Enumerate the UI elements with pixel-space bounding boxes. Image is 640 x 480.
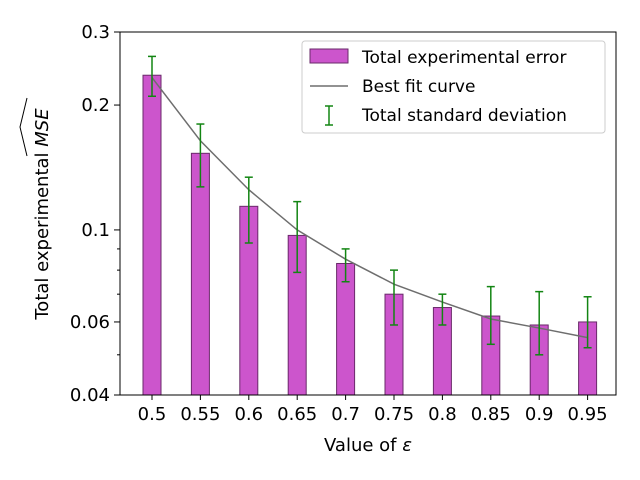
y-tick-label: 0.3 bbox=[81, 22, 110, 43]
hat-accent bbox=[19, 97, 28, 157]
y-tick-label: 0.2 bbox=[81, 95, 110, 116]
x-tick-label: 0.55 bbox=[180, 404, 220, 425]
y-tick-label: 0.04 bbox=[70, 385, 110, 406]
y-axis-label: Total experimental MSE bbox=[19, 97, 53, 321]
x-tick-label: 0.75 bbox=[374, 404, 414, 425]
bar bbox=[336, 262, 356, 396]
legend-label-errorbar: Total standard deviation bbox=[361, 106, 567, 126]
legend-swatch-bar bbox=[309, 48, 349, 64]
plot-frame bbox=[119, 31, 617, 396]
x-tick-label: 0.6 bbox=[234, 404, 263, 425]
y-tick-label: 0.1 bbox=[81, 220, 110, 241]
x-tick-label: 0.95 bbox=[568, 404, 608, 425]
bars-group bbox=[142, 74, 598, 396]
best-fit-line bbox=[151, 77, 588, 339]
x-axis: 0.5 0.55 0.6 0.65 0.7 0.75 0.8 0.85 0.9 0.95 bbox=[138, 395, 608, 425]
x-tick-label: 0.85 bbox=[471, 404, 511, 425]
legend-label-bar: Total experimental error bbox=[361, 48, 566, 68]
legend-label-line: Best fit curve bbox=[362, 77, 475, 97]
legend: Total experimental error Best fit curve … bbox=[301, 40, 606, 134]
svg-text:Total experimental MSE: Total experimental MSE bbox=[32, 108, 53, 321]
x-tick-label: 0.7 bbox=[331, 404, 360, 425]
x-axis-label: Value of ε bbox=[324, 435, 412, 456]
x-tick-label: 0.9 bbox=[525, 404, 554, 425]
y-axis: 0.04 0.06 0.1 0.2 0.3 bbox=[70, 22, 120, 406]
best-fit-group bbox=[151, 77, 588, 339]
x-tick-label: 0.5 bbox=[138, 404, 167, 425]
y-tick-label: 0.06 bbox=[70, 312, 110, 333]
error-bars-group bbox=[148, 55, 592, 356]
legend-swatch-errorbar bbox=[325, 105, 333, 126]
bar bbox=[142, 74, 162, 396]
legend-box bbox=[301, 40, 606, 134]
x-tick-label: 0.8 bbox=[428, 404, 457, 425]
x-tick-label: 0.65 bbox=[277, 404, 317, 425]
bar bbox=[190, 152, 210, 396]
